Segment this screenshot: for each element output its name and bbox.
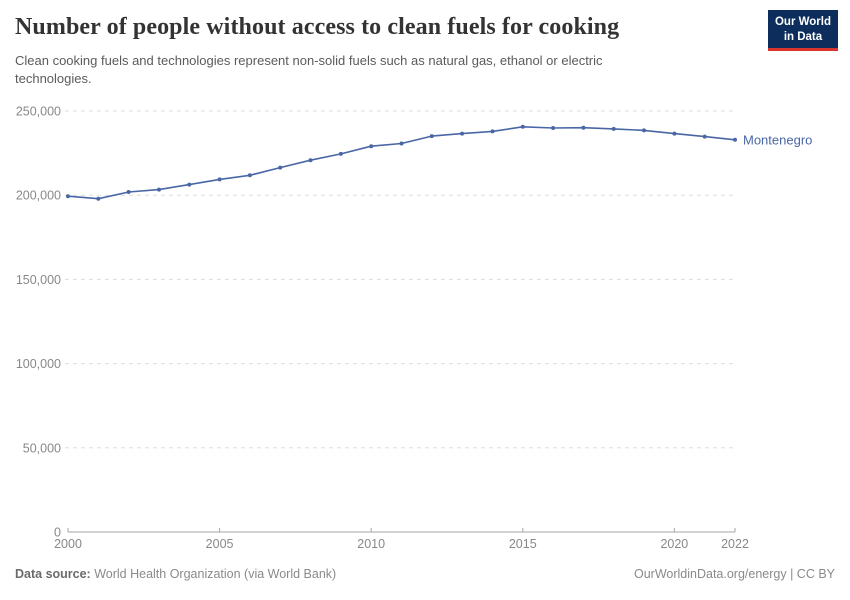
data-point-2016[interactable] (551, 126, 556, 130)
data-point-2021[interactable] (702, 134, 707, 139)
attribution-link[interactable]: OurWorldinData.org/energy | CC BY (633, 567, 835, 581)
data-point-2012[interactable] (429, 134, 434, 139)
y-axis-label-0: 0 (54, 526, 61, 540)
y-axis-label-200000: 200,000 (16, 189, 61, 203)
owid-logo-line2: in Data (783, 30, 823, 43)
y-axis-label-250000: 250,000 (16, 105, 61, 119)
x-axis-label-2005: 2005 (206, 537, 234, 551)
y-axis-label-150000: 150,000 (16, 273, 61, 287)
data-point-2018[interactable] (611, 126, 616, 131)
data-point-2010[interactable] (369, 144, 374, 149)
data-point-2004[interactable] (187, 182, 192, 187)
data-point-2001[interactable] (96, 196, 101, 201)
y-axis-label-100000: 100,000 (16, 357, 61, 371)
data-point-2009[interactable] (338, 151, 343, 156)
x-axis-label-2020: 2020 (660, 537, 688, 551)
data-point-2005[interactable] (217, 177, 222, 182)
chart-footer: Data source: World Health Organization (… (15, 567, 835, 581)
x-axis-label-2000: 2000 (54, 537, 82, 551)
data-point-2013[interactable] (460, 131, 465, 136)
series-label-montenegro[interactable]: Montenegro (743, 132, 812, 147)
x-axis-label-2015: 2015 (509, 537, 537, 551)
x-axis-label-2010: 2010 (357, 537, 385, 551)
data-point-2006[interactable] (247, 173, 252, 178)
data-point-2022[interactable] (733, 137, 737, 142)
owid-logo[interactable]: Our World in Data (767, 10, 838, 51)
data-point-2015[interactable] (520, 124, 525, 129)
page-title: Number of people without access to clean… (15, 14, 620, 40)
data-point-2011[interactable] (399, 141, 404, 146)
chart-subtitle: Clean cooking fuels and technologies rep… (15, 53, 603, 86)
data-source-value: World Health Organization (via World Ban… (90, 567, 337, 581)
data-source: Data source: World Health Organization (… (15, 567, 336, 581)
data-point-2020[interactable] (672, 131, 677, 136)
data-source-label: Data source: (15, 567, 91, 581)
data-point-2019[interactable] (642, 128, 646, 133)
data-point-2017[interactable] (581, 125, 586, 130)
x-axis-label-2022: 2022 (721, 537, 749, 551)
owid-logo-line1: Our World (774, 16, 831, 28)
data-point-2003[interactable] (157, 187, 161, 192)
data-point-2000[interactable] (66, 194, 70, 199)
y-axis-label-50000: 50,000 (23, 441, 61, 455)
data-point-2002[interactable] (126, 190, 131, 194)
data-point-2007[interactable] (278, 165, 283, 170)
data-point-2008[interactable] (308, 158, 313, 163)
series-line-montenegro[interactable] (67, 126, 736, 200)
data-point-2014[interactable] (490, 129, 495, 134)
